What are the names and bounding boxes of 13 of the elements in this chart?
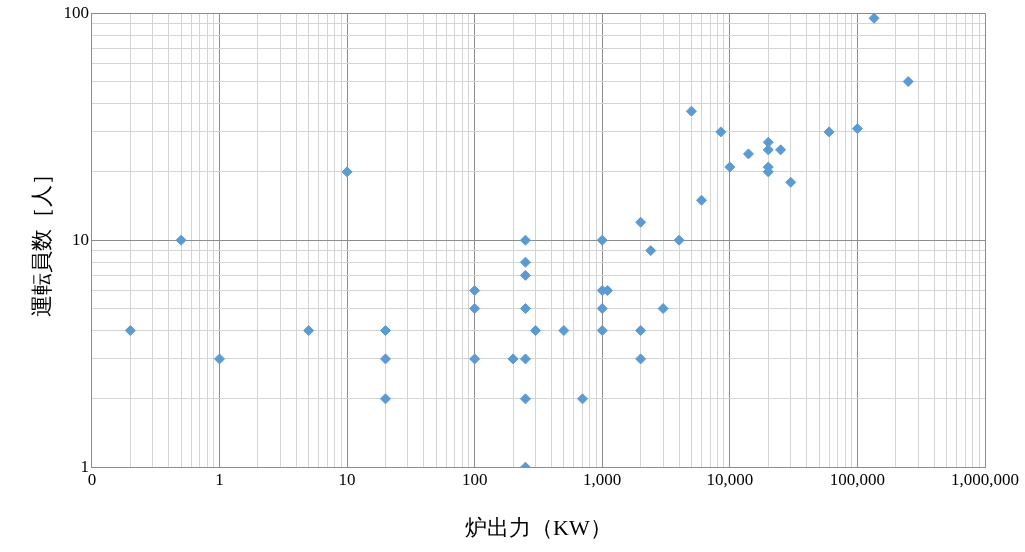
- y-tick-label: 10: [71, 229, 89, 249]
- y-tick-label: 1: [80, 456, 89, 476]
- x-tick-label: 100: [461, 469, 488, 489]
- x-tick-label: 1,000,000: [951, 469, 1019, 489]
- x-tick-label: 100,000: [829, 469, 886, 489]
- x-tick-label: 10: [338, 469, 356, 489]
- x-axis-title: 炉出力（KW）: [465, 514, 612, 540]
- x-tick-label: 10,000: [706, 469, 754, 489]
- x-tick-label: 1: [215, 469, 224, 489]
- y-tick-label: 100: [63, 2, 89, 22]
- x-tick-label: 1,000: [583, 469, 622, 489]
- y-axis-title: 運転員数［人］: [28, 163, 54, 318]
- x-tick-label: 0: [87, 469, 97, 489]
